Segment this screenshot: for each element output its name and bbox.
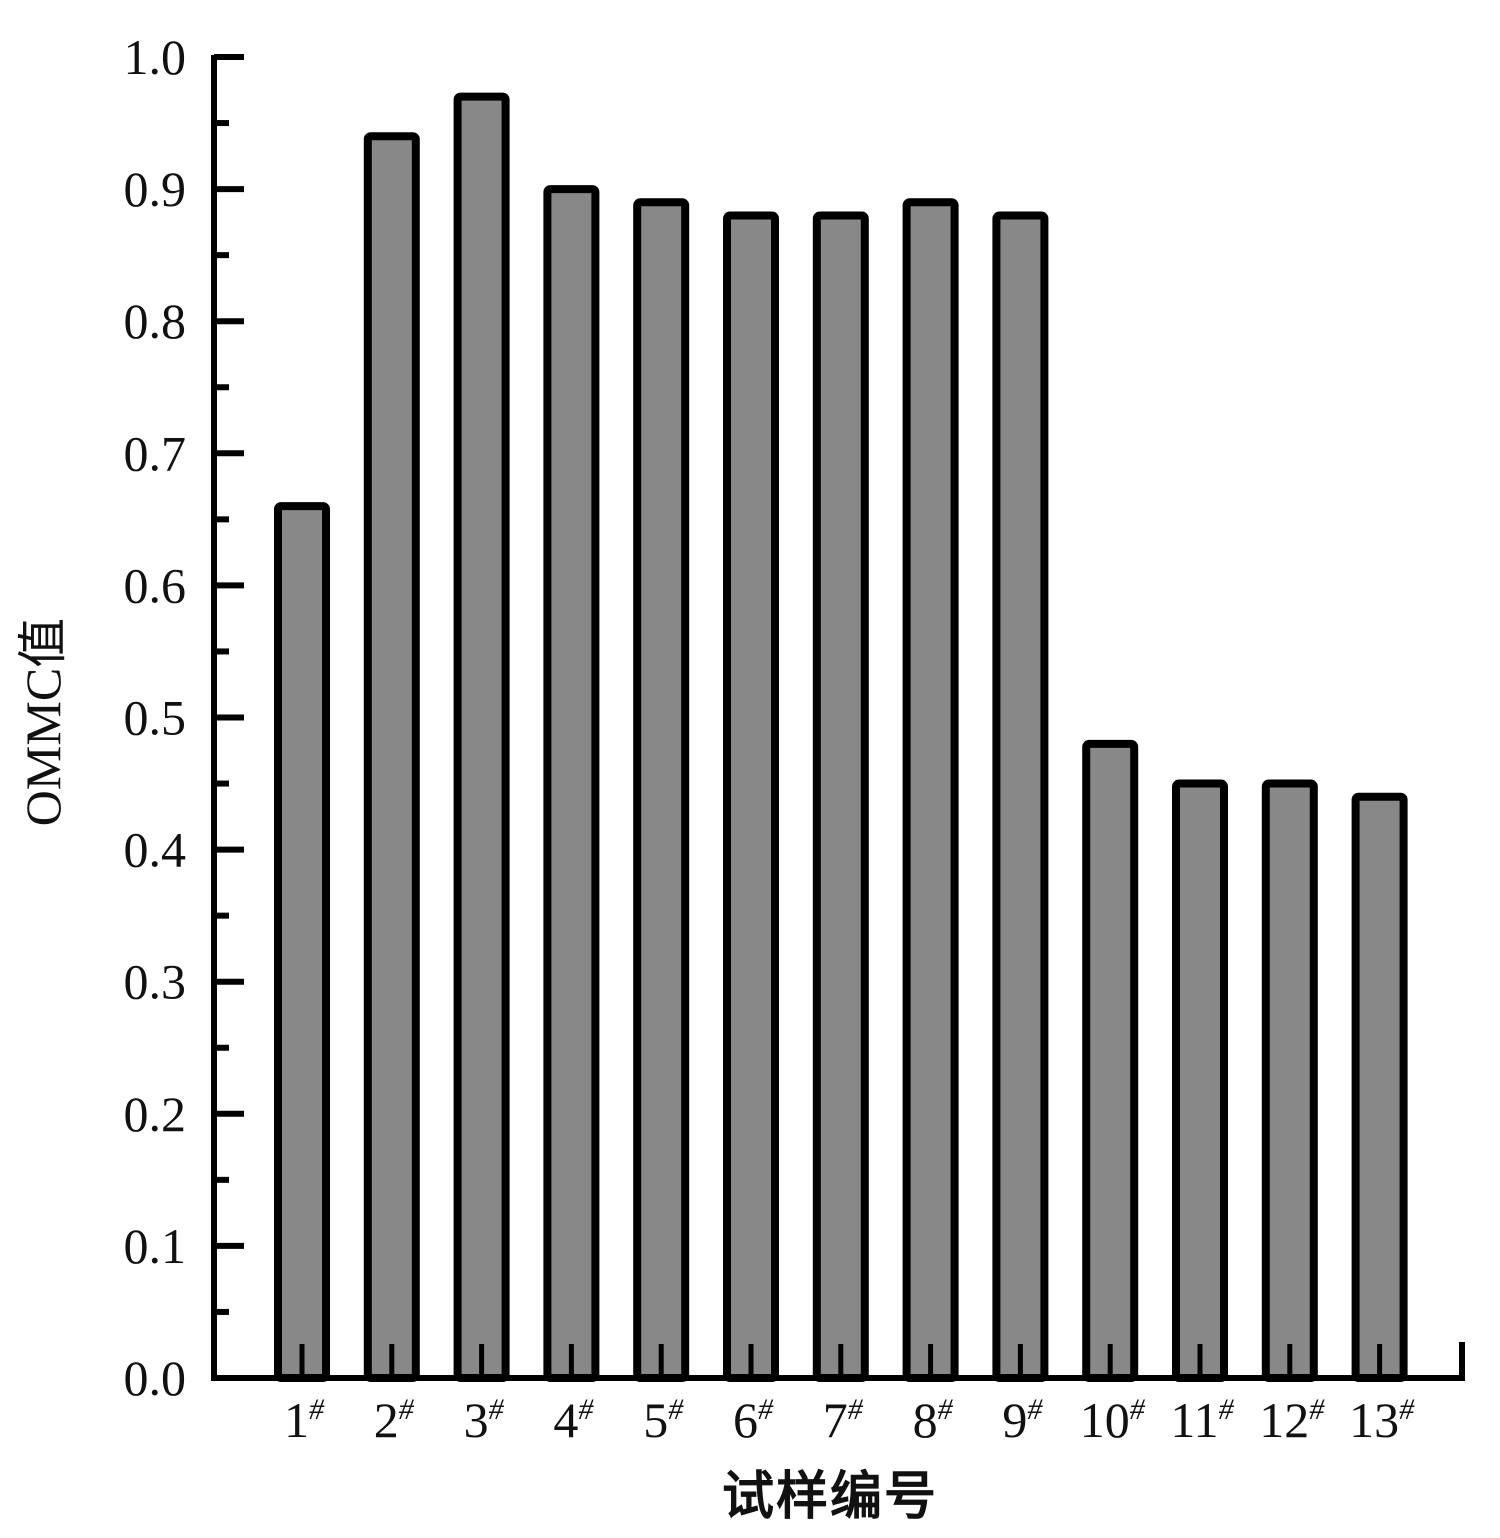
bar — [543, 185, 600, 1383]
x-tick-label: 8# — [913, 1392, 954, 1448]
x-tick-label: 3# — [464, 1392, 505, 1448]
y-tick-label: 0.7 — [124, 425, 187, 481]
y-tick-label: 0.3 — [124, 954, 187, 1010]
bar — [1172, 779, 1228, 1382]
bar — [274, 502, 330, 1382]
x-tick-label: 5# — [643, 1392, 684, 1448]
bar — [812, 211, 869, 1382]
bar — [1261, 779, 1318, 1382]
x-tick-label: 4# — [553, 1392, 594, 1448]
x-tick-label: 10# — [1080, 1392, 1146, 1448]
x-tick-label: 6# — [733, 1392, 774, 1448]
y-axis-title: OMMC值 — [15, 618, 71, 826]
x-tick-label: 7# — [823, 1392, 864, 1448]
x-tick-labels-layer: 1# 2# 3# 4# 5# 6# 7# 8# 9# 10# 11# 12# 13# — [284, 1392, 1415, 1448]
x-tick-label: 1# — [284, 1392, 325, 1448]
bar — [992, 211, 1049, 1382]
x-tick-label: 9# — [1002, 1392, 1043, 1448]
bar — [453, 92, 510, 1382]
bar — [633, 198, 690, 1382]
y-tick-label: 0.6 — [124, 557, 187, 613]
bar — [1082, 739, 1139, 1382]
bar — [723, 211, 779, 1382]
bar — [363, 132, 420, 1382]
y-tick-label: 0.8 — [124, 293, 187, 349]
x-tick-label: 13# — [1349, 1392, 1415, 1448]
x-tick-label: 2# — [374, 1392, 415, 1448]
x-axis-title: 试样编号 — [722, 1468, 938, 1526]
y-tick-label: 0.5 — [124, 690, 187, 746]
x-tick-label: 12# — [1259, 1392, 1325, 1448]
y-tick-label: 0.9 — [124, 161, 187, 217]
y-tick-label: 0.1 — [124, 1218, 187, 1274]
bar — [1351, 792, 1408, 1382]
y-tick-label: 0.4 — [124, 822, 187, 878]
x-tick-label: 11# — [1170, 1392, 1234, 1448]
bar — [902, 198, 959, 1382]
y-tick-label: 0.0 — [124, 1350, 187, 1406]
y-ticks-layer: 0.0 0.1 0.2 0.3 0.4 0.5 0.6 0.7 0.8 0.9 1.0 — [124, 29, 244, 1406]
bars-layer — [274, 92, 1408, 1383]
y-tick-label: 1.0 — [124, 29, 187, 85]
y-tick-label: 0.2 — [124, 1086, 187, 1142]
